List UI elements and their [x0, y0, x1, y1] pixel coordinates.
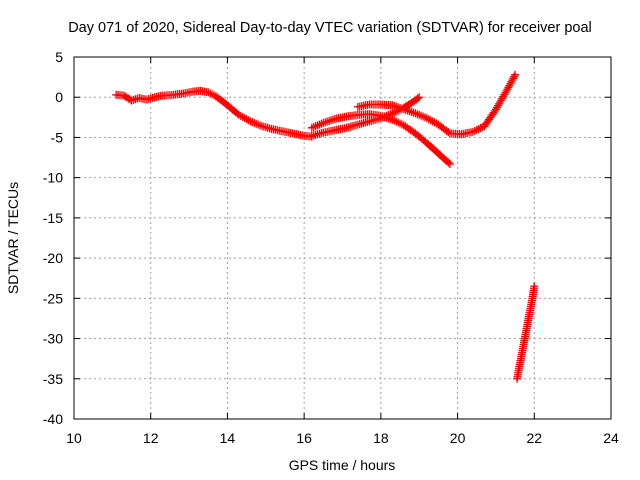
- tick-labels: 10 12 14 16 18 20 22 24 5 0 -5 -10 -15 -20 -25 -30 -35 -4…: [43, 49, 619, 446]
- x-tick-label: 12: [143, 430, 159, 446]
- axis-ticks: [73, 56, 612, 420]
- x-tick-label: 16: [296, 430, 312, 446]
- data-point: [422, 114, 441, 128]
- data-points: [112, 70, 539, 383]
- data-point: [434, 149, 453, 167]
- data-point: [530, 282, 539, 291]
- data-point: [468, 123, 487, 136]
- y-axis-label: SDTVAR / TECUs: [5, 182, 21, 294]
- data-point: [524, 296, 536, 323]
- x-tick-label: 14: [220, 430, 236, 446]
- series-track-4: [353, 70, 520, 139]
- y-tick-label: -15: [43, 210, 63, 226]
- data-point: [511, 70, 520, 79]
- data-point: [407, 94, 422, 107]
- data-point: [399, 105, 418, 117]
- data-point: [480, 106, 499, 131]
- data-point: [528, 284, 538, 303]
- data-point: [319, 115, 337, 127]
- data-point: [307, 119, 326, 132]
- chart-title: Day 071 of 2020, Sidereal Day-to-day VTE…: [68, 20, 592, 36]
- data-point: [399, 121, 418, 137]
- grid: [74, 57, 611, 419]
- data-point: [388, 115, 406, 129]
- data-point: [204, 88, 219, 100]
- y-tick-label: 5: [55, 49, 63, 65]
- data-point: [491, 87, 511, 114]
- x-tick-label: 22: [526, 430, 542, 446]
- data-point: [513, 356, 525, 383]
- data-point: [227, 104, 242, 118]
- data-point: [246, 117, 265, 130]
- series-track-5: [513, 282, 539, 383]
- data-point: [376, 111, 395, 124]
- y-tick-label: -10: [43, 170, 63, 186]
- y-tick-label: -20: [43, 250, 63, 266]
- data-point: [234, 110, 253, 125]
- plot-frame: [73, 56, 612, 420]
- data-point: [219, 98, 234, 112]
- x-tick-label: 10: [66, 430, 82, 446]
- x-tick-label: 24: [603, 430, 619, 446]
- y-tick-label: -35: [43, 371, 63, 387]
- data-point: [516, 336, 529, 363]
- series-track-1: [112, 86, 316, 141]
- data-point: [415, 93, 424, 102]
- y-tick-label: -40: [43, 411, 63, 427]
- y-tick-label: -25: [43, 290, 63, 306]
- x-axis-label: GPS time / hours: [289, 457, 396, 473]
- data-point: [411, 109, 429, 122]
- data-point: [211, 92, 227, 105]
- data-point: [388, 101, 406, 113]
- data-point: [503, 72, 519, 94]
- y-tick-label: -30: [43, 331, 63, 347]
- data-point: [411, 129, 430, 146]
- data-point: [422, 139, 441, 157]
- x-tick-label: 20: [450, 430, 466, 446]
- data-point: [434, 120, 453, 137]
- x-tick-label: 18: [373, 430, 389, 446]
- y-tick-label: -5: [51, 129, 64, 145]
- data-point: [520, 316, 533, 343]
- series-track-3: [307, 110, 454, 168]
- data-point: [445, 159, 454, 168]
- y-tick-label: 0: [55, 89, 63, 105]
